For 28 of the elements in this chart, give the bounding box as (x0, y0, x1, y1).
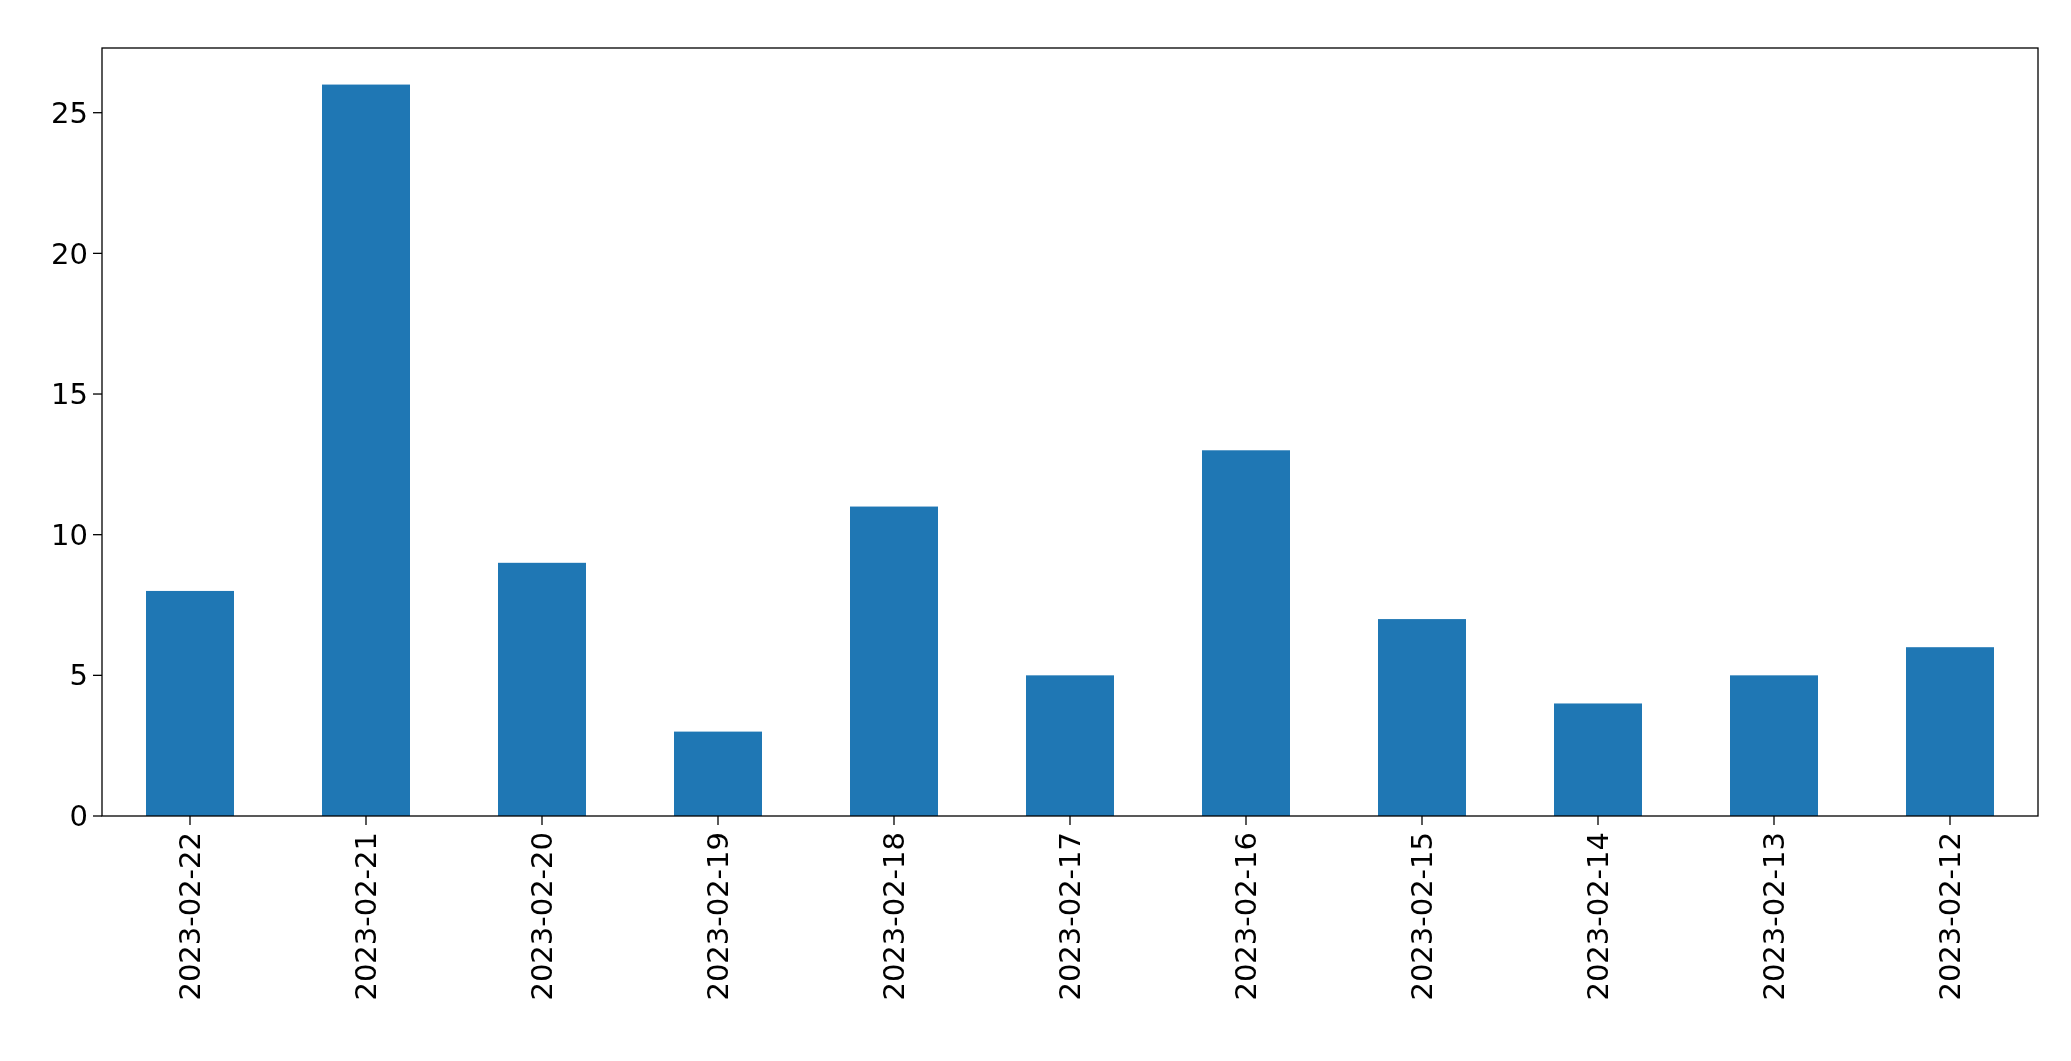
bar (322, 84, 410, 816)
y-tick-label: 10 (51, 517, 88, 552)
x-tick-label: 2023-02-20 (525, 832, 560, 1001)
bar (146, 590, 234, 816)
bar (1026, 675, 1114, 816)
bar (1554, 703, 1642, 816)
bar (1730, 675, 1818, 816)
bar (674, 731, 762, 816)
bar (850, 506, 938, 816)
y-tick-label: 15 (51, 377, 88, 412)
x-tick-label: 2023-02-13 (1757, 832, 1792, 1001)
y-tick-label: 0 (69, 799, 88, 834)
x-tick-label: 2023-02-15 (1405, 832, 1440, 1001)
x-tick-label: 2023-02-19 (701, 832, 736, 1001)
y-tick-label: 5 (69, 658, 88, 693)
x-tick-label: 2023-02-18 (877, 832, 912, 1001)
x-tick-label: 2023-02-22 (173, 832, 208, 1001)
bar (498, 562, 586, 816)
y-tick-label: 20 (51, 236, 88, 271)
x-tick-label: 2023-02-21 (349, 832, 384, 1001)
x-tick-label: 2023-02-14 (1581, 832, 1616, 1001)
y-tick-label: 25 (51, 95, 88, 130)
x-tick-label: 2023-02-16 (1229, 832, 1264, 1001)
x-tick-label: 2023-02-17 (1053, 832, 1088, 1001)
bar (1378, 619, 1466, 816)
bar (1906, 647, 1994, 816)
bar (1202, 450, 1290, 816)
x-tick-label: 2023-02-12 (1933, 832, 1968, 1001)
